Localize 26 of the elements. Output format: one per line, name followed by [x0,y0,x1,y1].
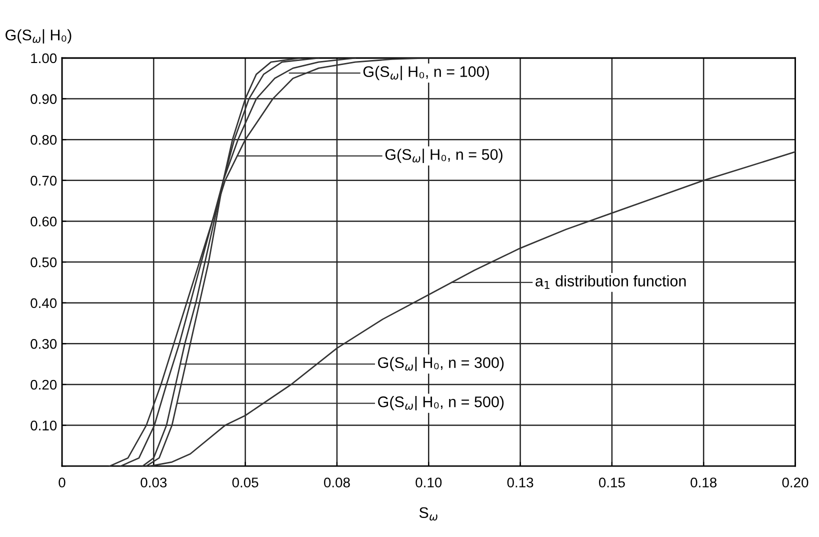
x-tick-label: 0.20 [782,478,808,488]
annotation: G(S$_{ω}$| H₀, n = 300) [378,356,504,372]
y-tick-label: 0.90 [30,94,57,104]
annotation: a$_{1}$ distribution function [536,275,686,289]
y-axis-title: G(S$_{ω}$| H₀) [6,29,72,44]
y-tick-label: 0.80 [30,134,57,145]
y-tick-label: 0.30 [30,339,57,349]
annotation: G(S$_{ω}$| H₀, n = 50) [385,148,502,163]
y-tick-label: 0.10 [30,420,57,430]
y-tick-label: 0.40 [30,298,57,308]
annotation: G(S$_{ω}$| H₀, n = 500) [378,396,504,410]
y-tick-label: 0.20 [30,380,57,390]
x-tick-label: 0.05 [232,478,258,488]
annotation: G(S$_{ω}$| H₀, n = 100) [363,66,489,80]
y-tick-label: 1.00 [31,53,57,64]
y-tick-label: 0.60 [30,216,57,226]
y-tick-label: 0.50 [30,257,57,268]
x-tick-label: 0 [58,478,66,488]
x-tick-label: 0.13 [507,478,534,488]
x-tick-label: 0.08 [324,478,350,488]
y-tick-label: 0.70 [30,176,57,186]
x-tick-label: 0.18 [690,478,717,488]
x-tick-label: 0.15 [598,478,625,488]
x-tick-label: 0.03 [140,478,167,488]
x-tick-label: 0.10 [416,478,442,488]
x-axis-title: S$_{ω}$ [419,507,438,521]
